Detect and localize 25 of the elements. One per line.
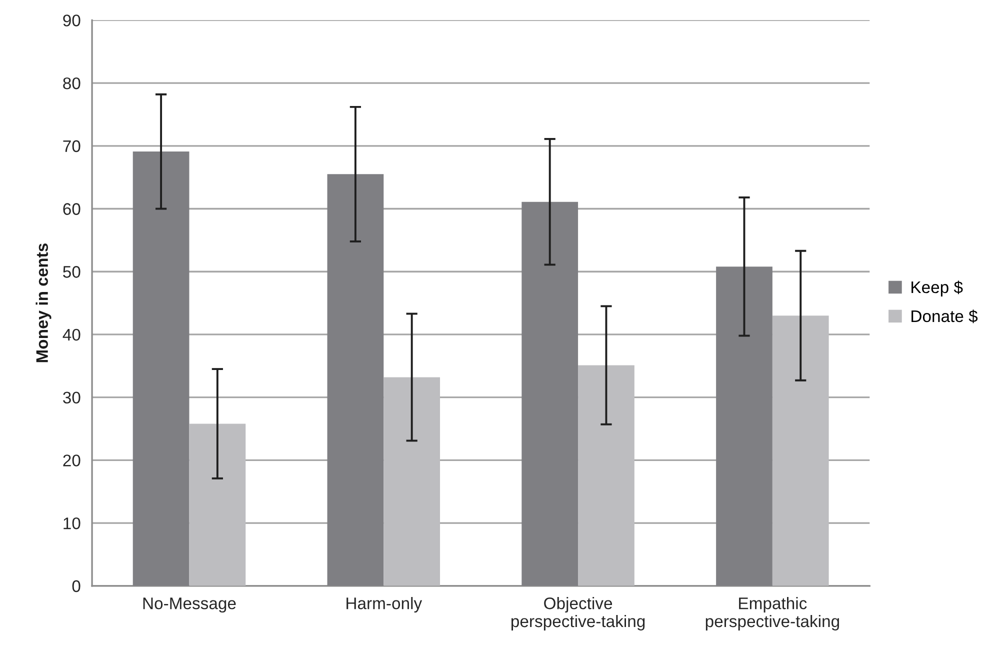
- y-tick-label: 30: [63, 392, 80, 404]
- legend-label: Keep $: [912, 280, 963, 296]
- x-tick-label: Empathic perspective-taking: [706, 597, 839, 630]
- bar: [132, 152, 190, 586]
- y-tick-label: 40: [62, 328, 80, 341]
- x-tick-label: Objective perspective-taking: [511, 597, 645, 630]
- y-tick-label: 50: [63, 266, 80, 278]
- y-tick-label: 80: [63, 77, 80, 90]
- bar: [384, 377, 440, 586]
- bar: [189, 424, 246, 586]
- y-tick-label: 70: [63, 140, 80, 152]
- y-axis-title: Money in cents: [36, 244, 52, 362]
- bar: [716, 266, 772, 586]
- bar: [578, 365, 634, 586]
- legend-label: Donate $: [912, 310, 978, 324]
- bar: [522, 202, 578, 586]
- x-tick-label: Harm-only: [346, 597, 422, 613]
- y-tick-label: 20: [63, 454, 80, 466]
- x-tick-label: No-Message: [143, 598, 236, 613]
- y-tick-label: 90: [63, 14, 80, 26]
- y-tick-label: 60: [63, 203, 80, 215]
- bar: [327, 174, 384, 586]
- y-tick-label: 10: [64, 517, 80, 530]
- y-tick-label: 0: [72, 580, 80, 592]
- bar: [772, 316, 829, 586]
